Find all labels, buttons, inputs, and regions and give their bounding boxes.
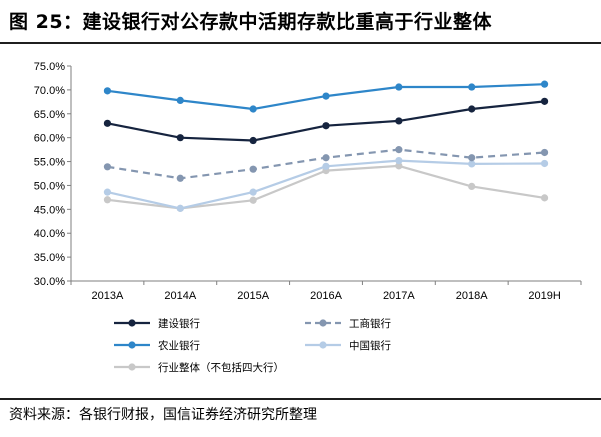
y-tick-label: 75.0% xyxy=(34,61,65,73)
data-point xyxy=(468,154,476,162)
footer-divider xyxy=(0,398,601,400)
legend-item: 建设银行 xyxy=(114,317,200,330)
y-tick-label: 40.0% xyxy=(34,228,65,240)
legend-swatch-marker xyxy=(319,319,327,327)
legend-item: 工商银行 xyxy=(305,317,391,330)
legend-label: 中国银行 xyxy=(349,339,391,352)
data-point xyxy=(540,159,549,168)
data-point xyxy=(468,83,476,91)
data-point xyxy=(249,165,257,173)
data-point xyxy=(176,134,184,142)
x-tick-label: 2017A xyxy=(383,290,415,302)
y-tick-label: 30.0% xyxy=(34,276,65,288)
legend-label: 行业整体（不包括四大行） xyxy=(158,361,284,374)
data-point xyxy=(540,80,549,88)
data-point xyxy=(176,174,184,182)
legend-item: 行业整体（不包括四大行） xyxy=(114,361,284,374)
title-divider xyxy=(0,42,601,44)
series-4 xyxy=(103,157,549,212)
data-point xyxy=(540,97,549,105)
series-line xyxy=(107,100,545,142)
data-point xyxy=(103,87,112,95)
data-point xyxy=(322,154,330,162)
legend-swatch-marker xyxy=(128,363,136,371)
legend-swatch-marker xyxy=(128,319,136,327)
legend-label: 建设银行 xyxy=(158,317,200,330)
x-tick-label: 2015A xyxy=(237,290,269,302)
x-tick-label: 2014A xyxy=(164,290,196,302)
legend-swatch-marker xyxy=(128,341,136,349)
data-point xyxy=(249,188,257,196)
y-tick-label: 45.0% xyxy=(34,204,65,216)
data-point xyxy=(468,105,476,113)
data-point xyxy=(468,182,476,190)
series-2 xyxy=(103,146,549,182)
data-point xyxy=(395,146,403,154)
data-point xyxy=(540,148,549,157)
legend-item: 中国银行 xyxy=(305,339,391,352)
source-note: 资料来源：各银行财报，国信证券经济研究所整理 xyxy=(9,407,317,423)
y-tick-label: 65.0% xyxy=(34,109,65,121)
data-point xyxy=(395,157,403,165)
x-tick-label: 2019H xyxy=(528,290,560,302)
x-tick-label: 2016A xyxy=(310,290,342,302)
legend-label: 工商银行 xyxy=(349,317,391,330)
data-point xyxy=(176,204,184,212)
data-point xyxy=(103,163,112,171)
y-tick-label: 55.0% xyxy=(34,157,65,169)
data-point xyxy=(176,96,184,104)
x-tick-label: 2018A xyxy=(456,290,488,302)
series-layer xyxy=(103,80,549,212)
data-point xyxy=(249,196,257,204)
x-tick-label: 2013A xyxy=(92,290,124,302)
legend-swatch-marker xyxy=(319,341,327,349)
legend-label: 农业银行 xyxy=(158,339,200,352)
y-tick-label: 35.0% xyxy=(34,252,65,264)
data-point xyxy=(540,194,549,202)
data-point xyxy=(249,136,257,145)
data-point xyxy=(395,162,403,170)
data-point xyxy=(322,122,330,130)
legend-item: 农业银行 xyxy=(114,339,200,352)
axes: 30.0% 35.0% 40.0% 45.0% 50.0% 55.0% 60.0% 65.0%… xyxy=(34,61,582,302)
data-point xyxy=(103,196,112,204)
data-point xyxy=(322,92,330,100)
y-tick-label: 50.0% xyxy=(34,180,65,192)
y-tick-label: 60.0% xyxy=(34,133,65,145)
series-1 xyxy=(103,97,549,145)
data-point xyxy=(249,105,257,113)
series-3 xyxy=(103,80,549,113)
data-point xyxy=(103,188,112,196)
y-tick-label: 70.0% xyxy=(34,85,65,97)
data-point xyxy=(322,162,330,170)
chart-title: 图 25：建设银行对公存款中活期存款比重高于行业整体 xyxy=(9,11,493,33)
data-point xyxy=(468,160,476,168)
data-point xyxy=(395,83,403,91)
data-point xyxy=(395,117,403,125)
data-point xyxy=(103,119,112,127)
